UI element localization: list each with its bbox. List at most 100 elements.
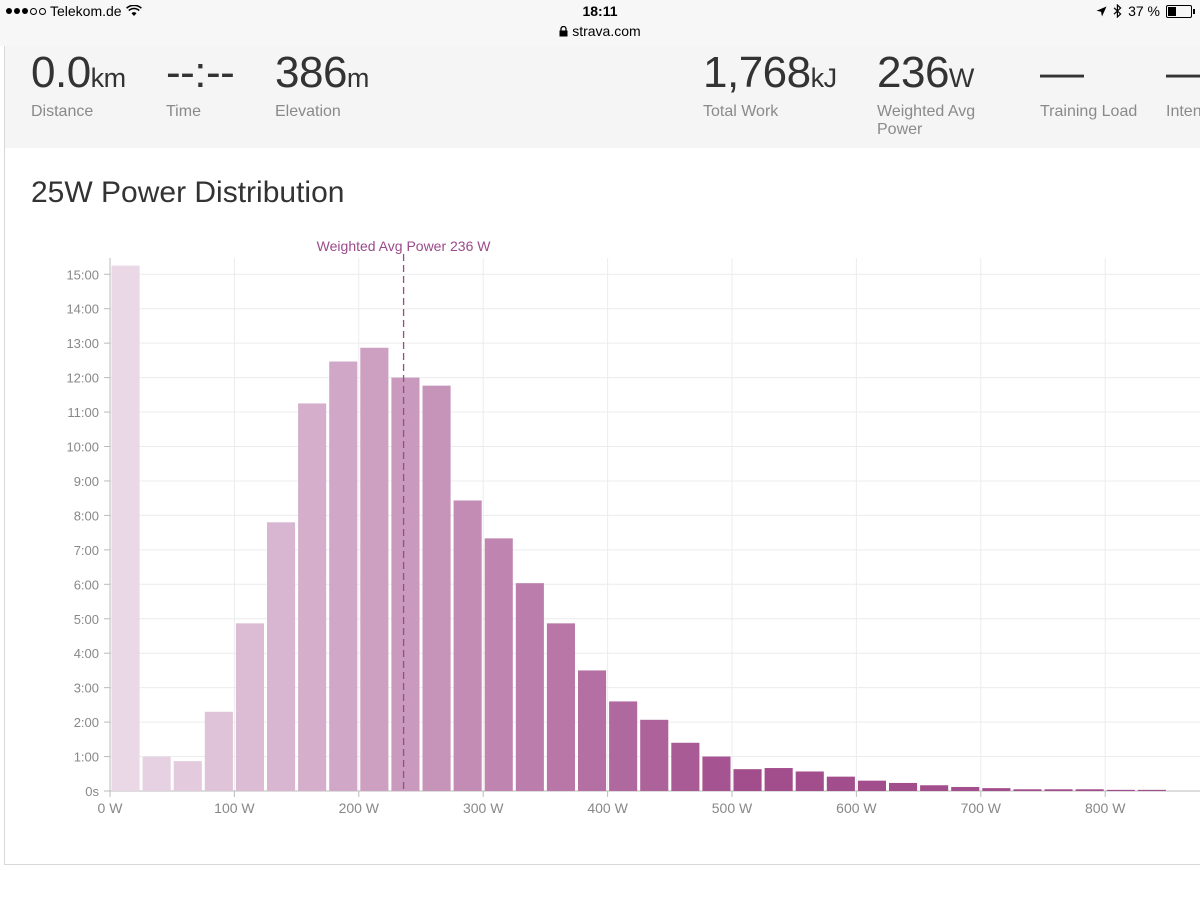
bar [111,265,140,791]
x-tick-label: 200 W [339,800,380,816]
stat-label: Elevation [275,103,341,120]
bar [453,500,482,791]
lock-icon [559,25,568,37]
stat-value: 386 [275,48,347,97]
location-arrow-icon [1096,6,1107,16]
signal-icon [6,7,46,15]
bar [391,377,420,791]
bar [142,756,171,791]
stat-training-load: — Training Load [1040,48,1170,121]
bar [951,786,980,791]
bar [360,347,389,791]
y-tick-label: 1:00 [74,750,99,765]
y-tick-label: 5:00 [74,612,99,627]
y-tick-label: 8:00 [74,508,99,523]
url-text: strava.com [572,23,641,39]
bar [546,623,575,791]
x-tick-label: 400 W [587,800,628,816]
x-tick-label: 600 W [836,800,877,816]
y-tick-label: 13:00 [66,336,99,351]
weighted-avg-power-label: Weighted Avg Power 236 W [317,238,492,254]
x-tick-label: 0 W [98,800,124,816]
y-tick-label: 11:00 [67,405,99,420]
stat-value: --:-- [166,48,235,97]
x-tick-label: 800 W [1085,800,1126,816]
bar [1013,789,1042,791]
x-tick-label: 700 W [961,800,1002,816]
y-tick-label: 6:00 [74,577,99,592]
stat-value: 0.0 [31,48,91,97]
bar [733,769,762,791]
stat-elevation: 386m Elevation [275,48,405,121]
bar [204,711,233,791]
stat-value: 1,768 [703,48,811,97]
status-bar: Telekom.de 18:11 strava.com 37 % [0,0,1200,46]
y-tick-label: 14:00 [66,302,99,317]
y-tick-label: 3:00 [74,681,99,696]
bar [609,701,638,791]
wifi-icon [125,5,142,16]
y-tick-label: 4:00 [74,646,99,661]
stat-label: Time [166,103,201,120]
stat-label: Total Work [703,103,779,120]
bar [826,776,855,791]
stat-distance: 0.0km Distance [31,48,161,121]
y-tick-label: 9:00 [74,474,99,489]
stat-value: — [1040,48,1084,97]
clock: 18:11 [582,3,618,19]
bar [578,670,607,791]
bar [640,719,669,791]
bar [173,761,202,791]
bar [671,742,700,791]
bar [484,538,513,791]
stat-weighted-avg-power: 236W Weighted Avg Power [877,48,987,139]
stat-label: Distance [31,103,94,120]
carrier-name: Telekom.de [50,3,122,19]
battery-icon [1166,4,1195,18]
stat-label: Training Load [1040,103,1138,120]
bar [329,361,358,791]
stat-value: 236 [877,48,949,97]
battery-percent: 37 % [1128,3,1160,19]
bar [857,780,886,791]
stat-label: Weighted Avg Power [877,103,976,138]
bar [235,623,264,791]
bar [1106,789,1135,791]
y-tick-label: 15:00 [66,267,99,282]
activity-stats: 0.0km Distance --:-- Time 386m Elevation… [4,46,1200,149]
power-distribution-card: 25W Power Distribution 0s 1:00 2:00 3:00 4:0… [4,148,1200,865]
stat-unit: kJ [810,63,838,93]
stat-unit: m [346,63,370,93]
power-distribution-chart: 0s 1:00 2:00 3:00 4:00 5:00 6:00 7:00 8:00 9:00 10… [66,238,1200,816]
carrier-indicator: Telekom.de [6,3,142,19]
bluetooth-icon [1113,4,1122,18]
chart-title: 25W Power Distribution [31,176,345,209]
stat-total-work: 1,768kJ Total Work [703,48,837,121]
stat-unit: W [948,63,974,93]
stat-value: — [1166,48,1200,97]
bar [267,522,296,791]
y-tick-label: 12:00 [66,371,99,386]
x-tick-label: 300 W [463,800,504,816]
bar [1075,789,1104,791]
y-tick-label: 2:00 [74,715,99,730]
bar [795,771,824,791]
status-right: 37 % [1096,3,1195,19]
bar [982,788,1011,791]
bar [1137,789,1166,791]
bar [920,785,949,791]
bar [764,768,793,791]
x-tick-label: 500 W [712,800,753,816]
y-tick-label: 10:00 [66,440,99,455]
bar [515,583,544,791]
bar [422,385,451,791]
bar [1044,789,1073,791]
x-tick-label: 100 W [214,800,255,816]
stat-label: Inten [1166,103,1200,120]
y-tick-label: 0s [85,784,99,799]
bar [889,782,918,791]
address-bar[interactable]: strava.com [0,23,1200,39]
bar [702,756,731,791]
y-tick-label: 7:00 [74,543,99,558]
stat-time: --:-- Time [166,48,296,121]
